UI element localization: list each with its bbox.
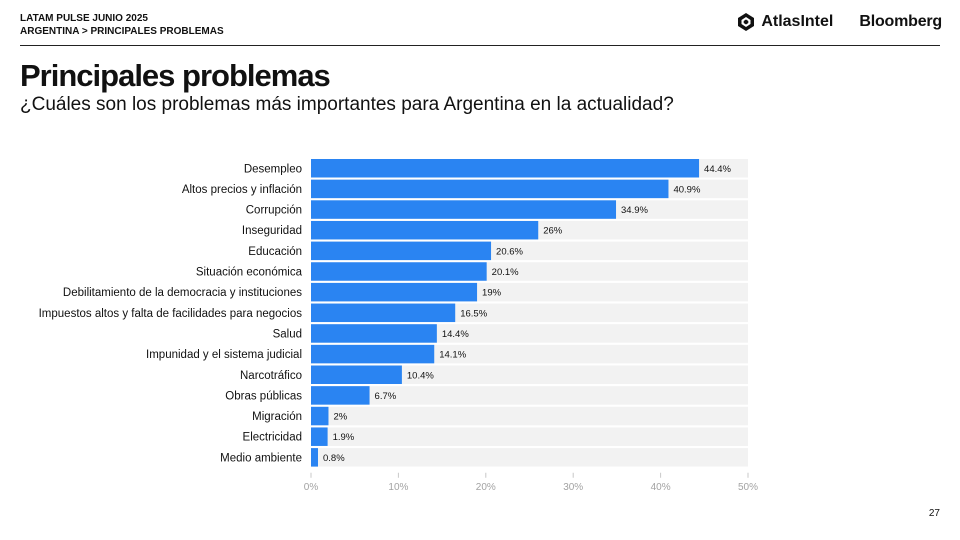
category-label: Debilitamiento de la democracia y instit… [63, 287, 302, 299]
data-label: 6.7% [375, 391, 397, 402]
bar [311, 159, 700, 178]
bar [311, 386, 370, 405]
bar [311, 427, 328, 446]
category-label: Salud [273, 328, 302, 340]
bar-track [311, 365, 748, 384]
breadcrumb: ARGENTINA > PRINCIPALES PROBLEMAS [20, 26, 224, 37]
x-tick-label: 30% [563, 482, 583, 493]
data-label: 16.5% [460, 308, 487, 319]
x-tick-label: 40% [651, 482, 671, 493]
bar-track [311, 427, 748, 446]
category-label: Impuestos altos y falta de facilidades p… [39, 308, 303, 320]
bloomberg-logo: Bloomberg [859, 13, 942, 30]
bar [311, 324, 437, 343]
category-label: Altos precios y inflación [182, 184, 302, 196]
data-label: 14.1% [439, 350, 466, 361]
bar [311, 406, 329, 426]
x-tick-label: 20% [476, 482, 496, 493]
data-label: 20.1% [492, 267, 519, 278]
brand-logos: AtlasIntel Bloomberg [736, 12, 942, 32]
data-label: 26% [543, 226, 563, 237]
header-divider [20, 45, 940, 46]
data-label: 10.4% [407, 370, 434, 381]
category-label: Migración [252, 411, 302, 423]
bar [311, 179, 669, 199]
data-label: 34.9% [621, 205, 648, 216]
category-label: Narcotráfico [240, 370, 302, 382]
category-label: Medio ambiente [220, 452, 302, 464]
bar [311, 344, 435, 364]
atlasintel-mark-icon [738, 13, 755, 31]
category-label: Desempleo [244, 163, 302, 175]
header-meta: LATAM PULSE JUNIO 2025 ARGENTINA > PRINC… [20, 12, 224, 38]
data-label: 1.9% [333, 432, 355, 443]
data-label: 2% [333, 412, 347, 423]
category-label: Impunidad y el sistema judicial [146, 349, 302, 361]
category-label: Obras públicas [225, 390, 302, 402]
category-label: Inseguridad [242, 225, 302, 237]
data-label: 40.9% [673, 184, 700, 195]
page-number: 27 [928, 508, 940, 519]
x-tick-label: 10% [388, 482, 408, 493]
bar-track [311, 386, 748, 405]
atlasintel-logo: AtlasIntel [736, 12, 833, 32]
bar [311, 200, 617, 219]
data-label: 19% [482, 288, 502, 299]
page-title: Principales problemas [20, 58, 331, 93]
category-label: Electricidad [243, 432, 302, 444]
data-label: 20.6% [496, 246, 523, 257]
data-label: 0.8% [323, 453, 345, 464]
atlasintel-logo-text: AtlasIntel [761, 13, 834, 30]
x-tick-label: 0% [304, 482, 319, 493]
bar [311, 282, 478, 302]
category-label: Situación económica [196, 267, 303, 279]
data-label: 14.4% [442, 329, 469, 340]
bar [311, 303, 456, 323]
bar [311, 241, 492, 261]
bar [311, 262, 487, 281]
page-subtitle: ¿Cuáles son los problemas más importante… [20, 94, 674, 115]
report-kicker: LATAM PULSE JUNIO 2025 [20, 13, 148, 24]
bar-track [311, 448, 748, 467]
bar [311, 448, 318, 467]
category-label: Educación [248, 246, 302, 258]
x-tick-label: 50% [738, 482, 758, 493]
bar [311, 220, 539, 240]
bar [311, 365, 402, 384]
category-label: Corrupción [246, 205, 302, 217]
data-label: 44.4% [704, 164, 731, 175]
bar-track [311, 406, 748, 426]
